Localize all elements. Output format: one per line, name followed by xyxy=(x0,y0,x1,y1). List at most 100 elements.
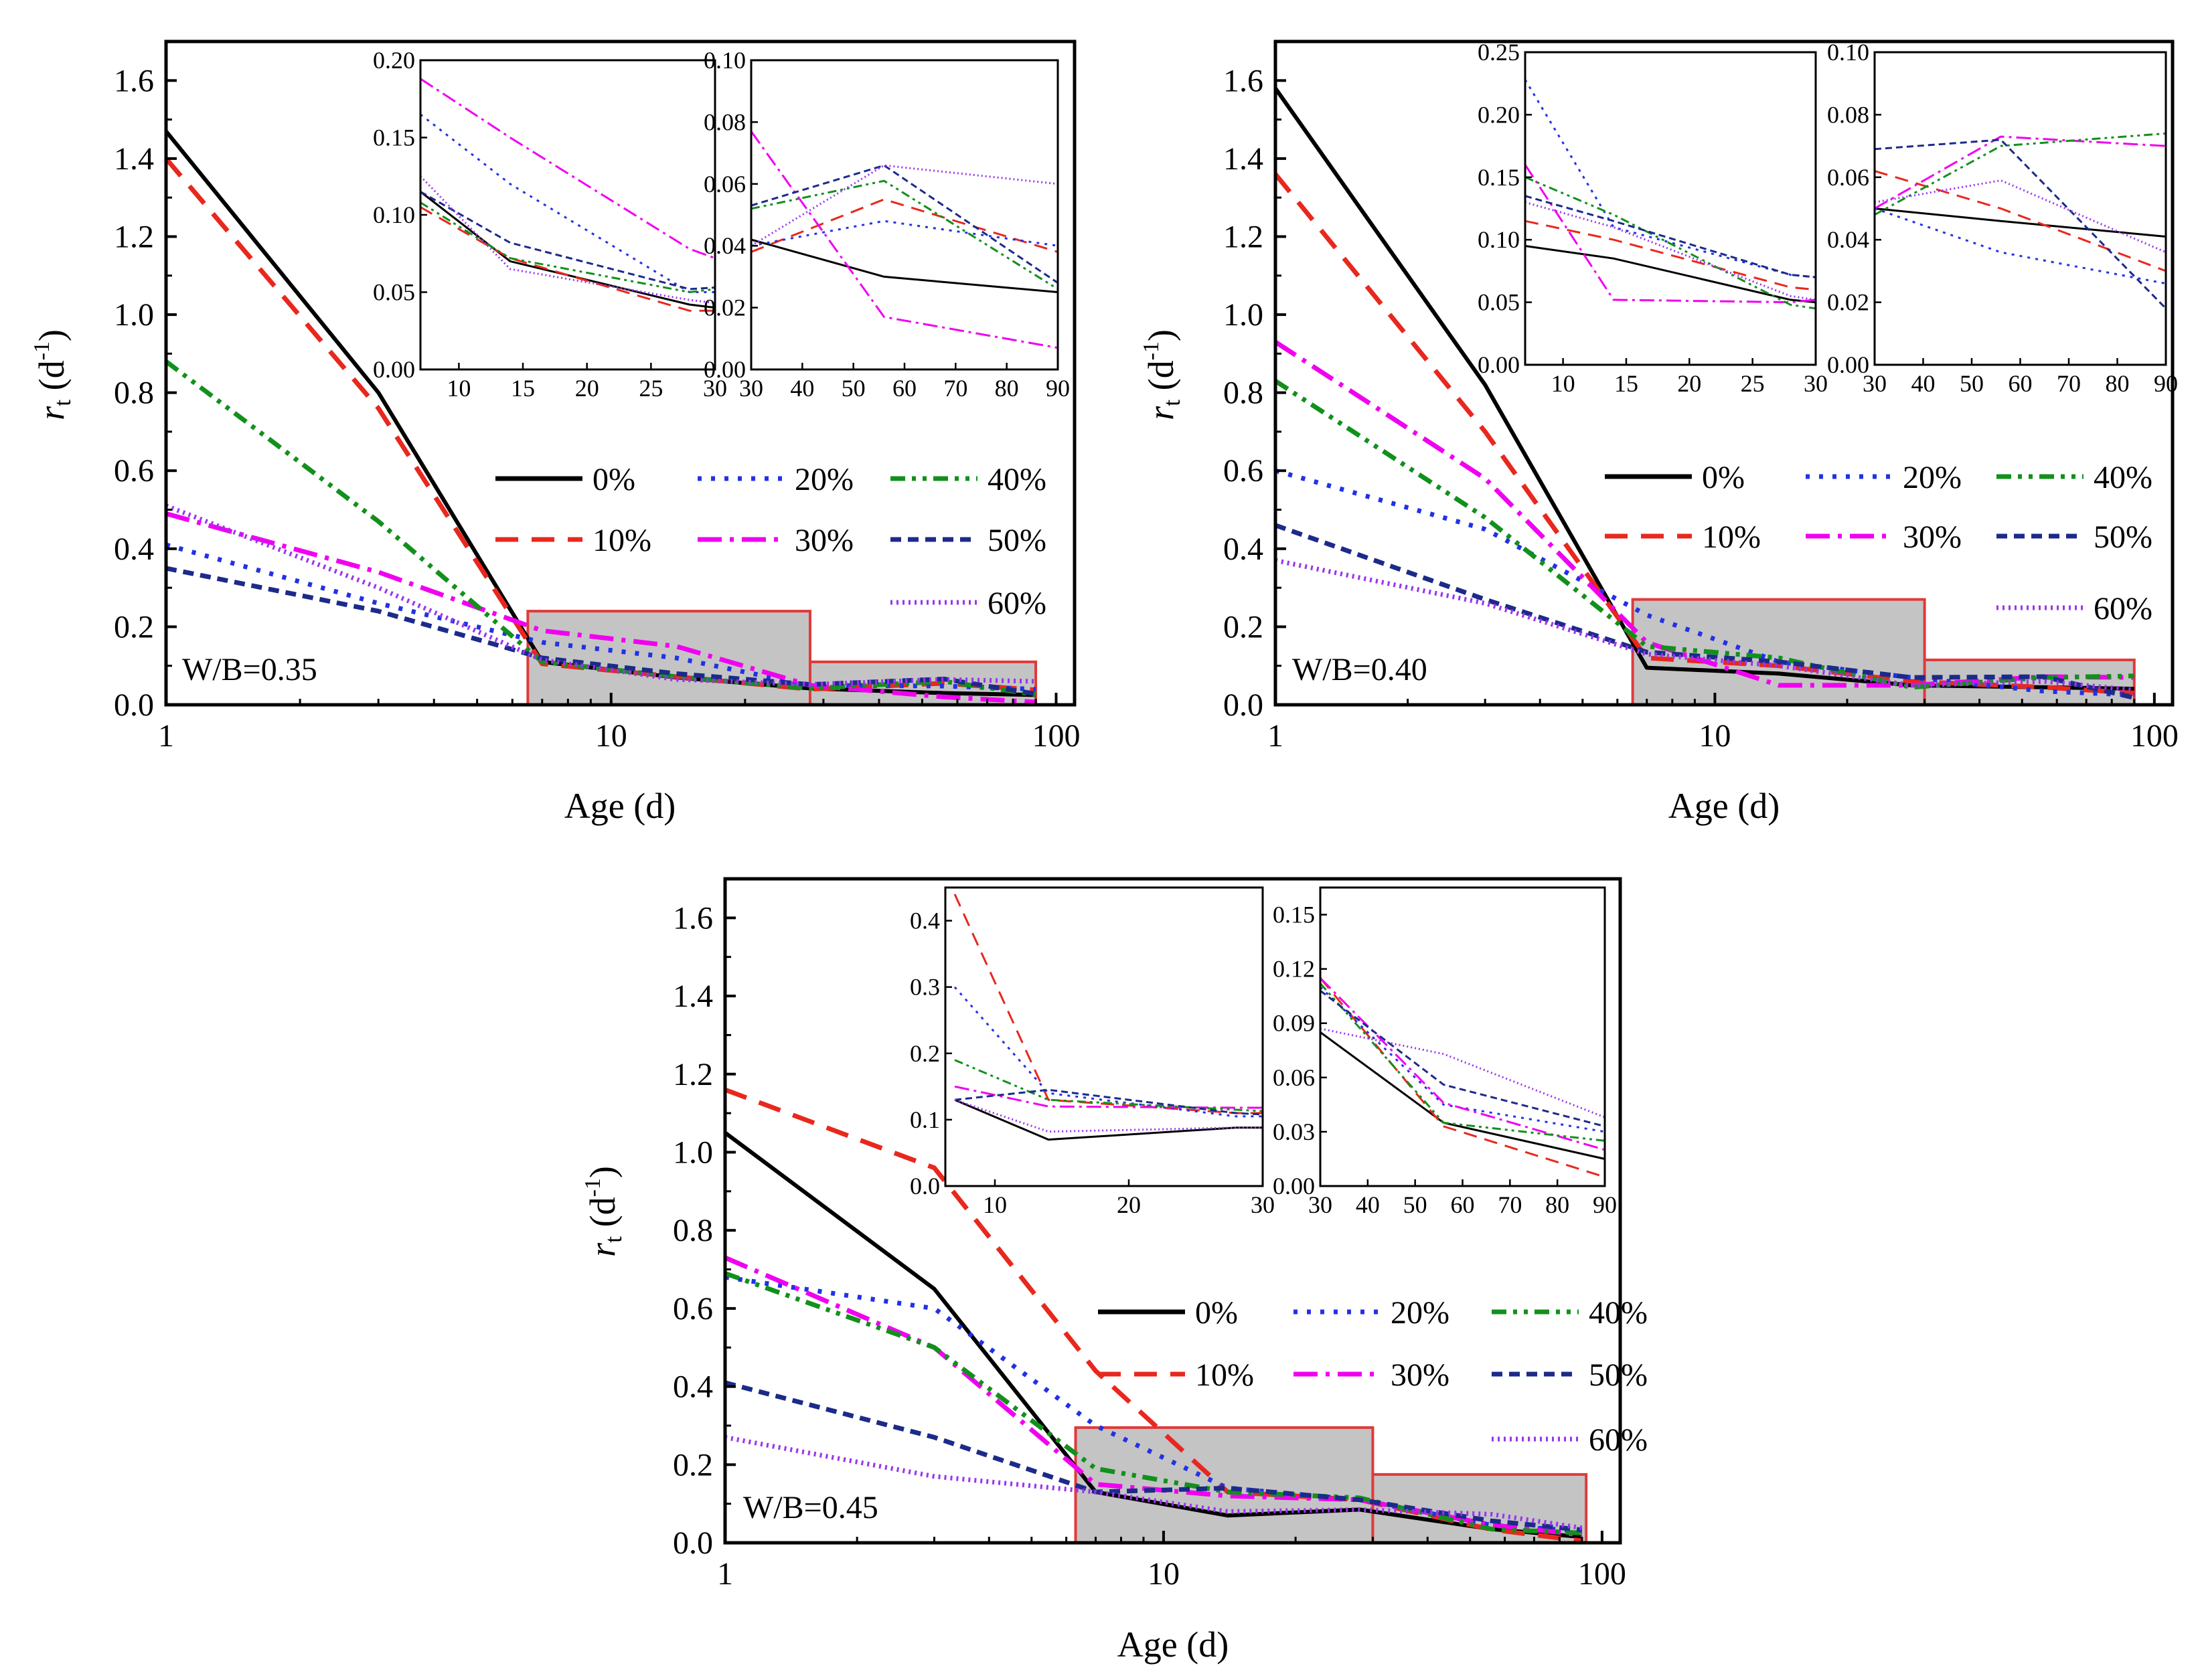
inset-series-line-10pct xyxy=(751,198,1058,253)
x-tick-label: 1 xyxy=(1267,718,1283,754)
inset-series-line-30pct xyxy=(1524,164,1816,304)
legend-label-50pct: 50% xyxy=(988,523,1046,558)
inset-background xyxy=(1875,52,2166,365)
legend-label-0pct: 0% xyxy=(593,462,635,497)
x-tick-label: 10 xyxy=(1148,1556,1180,1592)
inset-y-tick-label: 0.4 xyxy=(910,908,940,934)
inset-0: 0.00 0.05 0.10 0.15 0.20 10 15 20 25 30 xyxy=(373,47,727,402)
legend-label-50pct: 50% xyxy=(1589,1357,1648,1393)
inset-series-line-0pct xyxy=(1874,207,2167,238)
y-axis-title: rt (d-1) xyxy=(580,1166,627,1257)
y-tick-label: 1.0 xyxy=(1223,297,1263,333)
wb-annotation: W/B=0.35 xyxy=(182,652,317,687)
inset-y-tick-label: 0.12 xyxy=(1273,956,1315,983)
inset-y-tick-label: 0.08 xyxy=(1827,101,1869,128)
legend-label-0pct: 0% xyxy=(1702,460,1745,495)
x-axis-title: Age (d) xyxy=(1668,786,1780,826)
legend-label-20pct: 20% xyxy=(795,462,854,497)
inset-y-tick-label: 0.06 xyxy=(1827,164,1869,191)
inset-x-tick-label: 25 xyxy=(639,375,663,402)
inset-series-line-0pct xyxy=(954,1098,1263,1141)
inset-series-line-10pct xyxy=(1524,220,1816,291)
legend-label-40pct: 40% xyxy=(988,462,1046,497)
inset-x-tick-label: 80 xyxy=(2106,370,2130,397)
inset-0: 0.00 0.05 0.10 0.15 0.20 0.25 10 15 20 25 30 xyxy=(1478,39,1828,397)
inset-y-tick-label: 0.15 xyxy=(1478,164,1520,191)
panel-wb-040: 0.0 0.2 0.4 0.6 0.8 1.0 1.2 1.4 1.6 1 10 100 Age (d)… xyxy=(1139,39,2179,826)
inset-background xyxy=(1525,52,1816,365)
x-tick-label: 100 xyxy=(2130,718,2179,754)
inset-x-tick-label: 20 xyxy=(575,375,599,402)
inset-series-line-50pct xyxy=(1874,139,2167,309)
inset-x-tick-label: 80 xyxy=(995,375,1019,402)
x-tick-label: 1 xyxy=(717,1556,733,1592)
inset-y-tick-label: 0.06 xyxy=(704,171,746,197)
inset-series-line-40pct xyxy=(420,201,716,293)
inset-series-line-40pct xyxy=(1319,983,1605,1142)
y-tick-label: 1.4 xyxy=(1223,141,1263,177)
inset-x-tick-label: 30 xyxy=(1863,370,1887,397)
inset-x-tick-label: 50 xyxy=(1403,1191,1427,1218)
inset-series-line-30pct xyxy=(420,78,716,260)
inset-y-tick-label: 0.25 xyxy=(1478,39,1520,66)
inset-series-line-10pct xyxy=(420,206,715,312)
inset-y-tick-label: 0.02 xyxy=(704,295,746,321)
inset-series-line-50pct xyxy=(420,191,716,290)
inset-background xyxy=(420,60,715,369)
inset-y-tick-label: 0.2 xyxy=(910,1040,940,1067)
inset-series-line-20pct xyxy=(1319,986,1605,1133)
inset-y-tick-label: 0.05 xyxy=(1478,289,1520,316)
plot-frame xyxy=(1273,39,2175,707)
wb-annotation: W/B=0.40 xyxy=(1292,652,1427,687)
inset-x-tick-label: 15 xyxy=(511,375,535,402)
legend-label-30pct: 30% xyxy=(795,523,854,558)
legend-label-40pct: 40% xyxy=(1589,1295,1648,1331)
inset-series-line-60pct xyxy=(419,175,716,305)
y-tick-label: 0.6 xyxy=(1223,453,1263,489)
y-tick-label: 0.0 xyxy=(673,1525,713,1561)
series-line-30pct xyxy=(165,511,1036,705)
panel-wb-035: 0.0 0.2 0.4 0.6 0.8 1.0 1.2 1.4 1.6 1 10 100 Age (d)… xyxy=(29,39,1080,826)
inset-series-line-10pct xyxy=(1874,170,2167,272)
inset-x-tick-label: 20 xyxy=(1117,1191,1141,1218)
x-tick-label: 100 xyxy=(1578,1556,1626,1592)
inset-x-tick-label: 30 xyxy=(703,375,727,402)
y-tick-label: 1.6 xyxy=(114,63,154,98)
inset-frame xyxy=(944,886,1264,1187)
legend-label-0pct: 0% xyxy=(1195,1295,1238,1331)
inset-y-tick-label: 0.10 xyxy=(373,201,415,228)
inset-x-tick-label: 40 xyxy=(1911,370,1936,397)
y-tick-label: 0.2 xyxy=(114,609,154,645)
inset-background xyxy=(1320,888,1605,1186)
inset-y-tick-label: 0.08 xyxy=(704,108,746,135)
x-axis-title: Age (d) xyxy=(564,786,676,826)
series-line-20pct xyxy=(165,542,1036,692)
y-tick-label: 0.8 xyxy=(1223,375,1263,411)
inset-series-line-60pct xyxy=(954,1098,1263,1133)
y-tick-label: 0.2 xyxy=(1223,609,1263,645)
inset-y-tick-label: 0.3 xyxy=(910,974,940,1001)
inset-x-tick-label: 50 xyxy=(1960,370,1984,397)
inset-series-line-60pct xyxy=(1524,201,1816,301)
inset-x-tick-label: 40 xyxy=(790,375,814,402)
series-line-0pct xyxy=(1273,87,2134,691)
inset-x-tick-label: 70 xyxy=(1498,1191,1522,1218)
inset-x-tick-label: 25 xyxy=(1741,370,1765,397)
inset-1: 0.00 0.02 0.04 0.06 0.08 0.10 30 40 50 60 70 80 90 xyxy=(1827,39,2178,397)
series-line-10pct xyxy=(164,157,1036,693)
legend-label-50pct: 50% xyxy=(2094,519,2152,555)
y-tick-label: 0.8 xyxy=(114,375,154,411)
inset-series-line-30pct xyxy=(954,1085,1263,1109)
inset-1: 0.00 0.03 0.06 0.09 0.12 0.15 30 40 50 60 70 80 90 xyxy=(1273,886,1617,1218)
y-tick-label: 0.2 xyxy=(673,1447,713,1483)
inset-x-tick-label: 60 xyxy=(892,375,917,402)
inset-series-line-50pct xyxy=(751,164,1058,284)
series-line-40pct xyxy=(724,1271,1583,1535)
inset-y-tick-label: 0.09 xyxy=(1273,1010,1315,1037)
inset-y-tick-label: 0.05 xyxy=(373,279,415,306)
inset-x-tick-label: 10 xyxy=(983,1191,1007,1218)
y-tick-label: 1.6 xyxy=(1223,63,1263,98)
inset-background xyxy=(751,60,1058,369)
series-line-10pct xyxy=(1273,172,2135,695)
series-line-20pct xyxy=(1275,468,2134,697)
